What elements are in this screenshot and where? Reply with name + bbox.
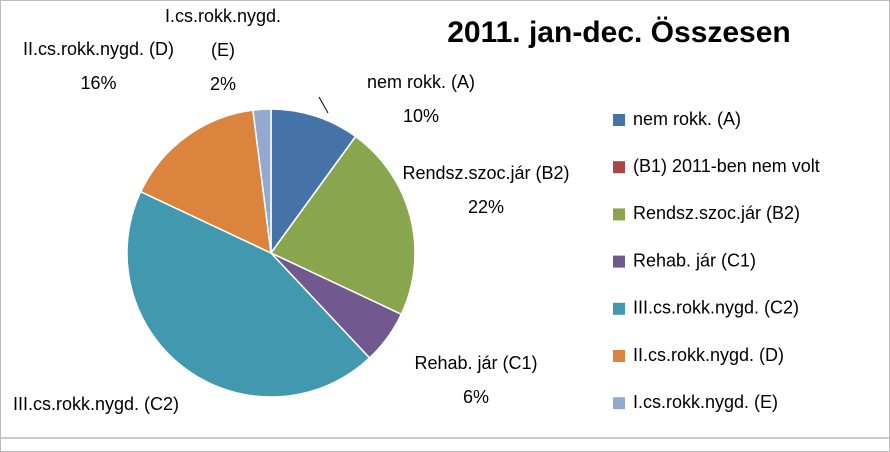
leader-line <box>318 96 329 114</box>
pie-slice <box>139 109 272 255</box>
legend-label: II.cs.rokk.nygd. (D) <box>633 345 784 365</box>
legend-label: I.cs.rokk.nygd. (E) <box>633 392 778 412</box>
chart-title: 2011. jan-dec. Összesen <box>447 16 791 49</box>
legend-label: nem rokk. (A) <box>633 109 741 129</box>
data-label: III.cs.rokk.nygd. (C2) <box>1 387 191 421</box>
data-label-value: 16% <box>80 73 117 93</box>
legend-swatch <box>613 397 625 410</box>
data-label-value: 10% <box>402 106 440 126</box>
legend-label: Rehab. jár (C1) <box>633 250 756 270</box>
legend-swatch <box>613 350 625 362</box>
pie-slice <box>126 190 371 398</box>
legend-swatch <box>613 208 625 221</box>
data-label-category: I.cs.rokk.nygd. (E) <box>164 6 282 60</box>
data-label: I.cs.rokk.nygd. (E) 2% <box>153 1 293 101</box>
legend-label: (B1) 2011-ben nem volt <box>633 156 820 176</box>
data-label-value: 22% <box>467 197 505 217</box>
legend-swatch <box>613 255 625 268</box>
data-label-category: Rendsz.szoc.jár (B2) <box>402 163 570 183</box>
data-label-category: Rehab. jár (C1) <box>414 353 538 373</box>
data-label: Rendsz.szoc.jár (B2) 22% <box>401 156 571 224</box>
legend-swatch <box>613 302 625 315</box>
pie-slice <box>270 108 357 256</box>
data-label-value: 2% <box>209 74 236 94</box>
legend-label: III.cs.rokk.nygd. (C2) <box>633 298 799 318</box>
legend-swatch <box>613 161 625 174</box>
data-label: Rehab. jár (C1) 6% <box>386 346 566 414</box>
data-label-category: nem rokk. (A) <box>366 72 476 92</box>
data-label-category: II.cs.rokk.nygd. (D) <box>22 39 175 59</box>
legend-swatch <box>613 114 625 126</box>
data-label: nem rokk. (A) 10% <box>341 65 501 133</box>
data-label-value: 6% <box>462 387 489 407</box>
data-label: II.cs.rokk.nygd. (D) 16% <box>1 32 196 100</box>
pie-slice <box>252 108 272 254</box>
legend-label: Rendsz.szoc.jár (B2) <box>633 203 800 223</box>
data-label-category: III.cs.rokk.nygd. (C2) <box>12 394 180 414</box>
